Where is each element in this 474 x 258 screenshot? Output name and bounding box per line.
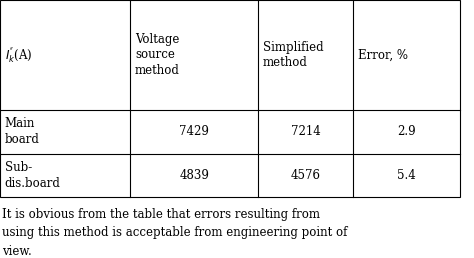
Text: 2.9: 2.9 — [397, 125, 416, 138]
Text: 4839: 4839 — [179, 169, 210, 182]
Text: view.: view. — [2, 245, 32, 258]
Text: Main
board: Main board — [5, 117, 40, 146]
Text: It is obvious from the table that errors resulting from: It is obvious from the table that errors… — [2, 208, 320, 221]
Text: 5.4: 5.4 — [397, 169, 416, 182]
Bar — [0, 0, 460, 197]
Text: Voltage
source
method: Voltage source method — [135, 33, 180, 77]
Text: using this method is acceptable from engineering point of: using this method is acceptable from eng… — [2, 226, 348, 239]
Text: 7429: 7429 — [179, 125, 210, 138]
Text: $I_k^{''}$(A): $I_k^{''}$(A) — [5, 45, 32, 65]
Text: 7214: 7214 — [291, 125, 320, 138]
Text: Sub-
dis.board: Sub- dis.board — [5, 161, 61, 190]
Text: Simplified
method: Simplified method — [263, 41, 324, 69]
Text: 4576: 4576 — [291, 169, 321, 182]
Text: Error, %: Error, % — [358, 48, 408, 61]
